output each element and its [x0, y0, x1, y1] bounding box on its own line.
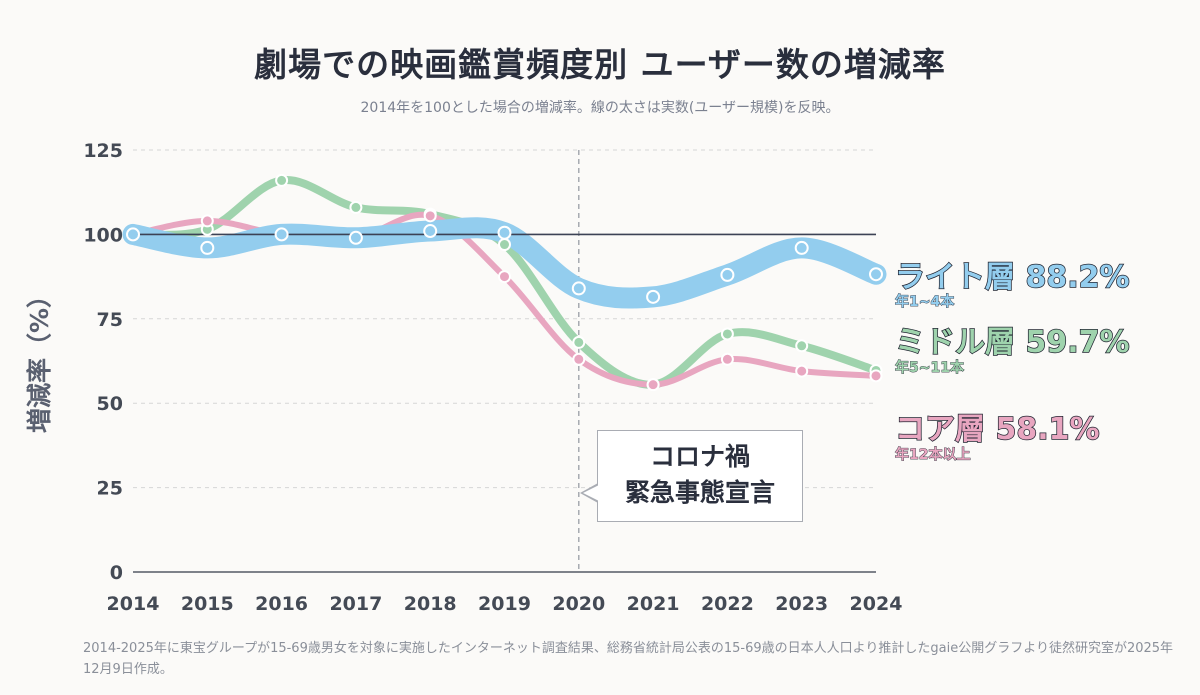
data-point-light — [720, 267, 735, 282]
label-middle-sub: 年5~11本 — [895, 360, 965, 377]
x-tick-label: 2024 — [850, 593, 903, 615]
label-light-value: 88.2% — [1025, 259, 1131, 296]
label-middle-value: 59.7% — [1025, 324, 1131, 361]
data-point-core — [646, 378, 660, 392]
data-point-middle — [349, 200, 363, 214]
data-point-middle — [795, 339, 809, 353]
data-point-middle — [572, 335, 586, 349]
y-tick-label: 25 — [97, 478, 123, 500]
data-point-light — [423, 224, 438, 239]
data-point-light — [571, 281, 586, 296]
data-point-light — [274, 227, 289, 242]
data-point-middle — [498, 238, 511, 252]
data-point-light — [126, 227, 140, 242]
label-light-name: ライト層 — [894, 259, 1016, 296]
label-light: ライト層 88.2% — [894, 252, 1131, 296]
x-tick-label: 2021 — [627, 593, 680, 615]
y-axis-label: 増減率（%） — [25, 283, 54, 433]
data-point-core — [720, 352, 734, 366]
covid-annotation: コロナ禍 緊急事態宣言 — [597, 430, 803, 522]
y-tick-label: 0 — [110, 562, 123, 584]
x-tick-label: 2022 — [701, 593, 754, 615]
annotation-line-2: 緊急事態宣言 — [624, 478, 775, 507]
data-point-core — [795, 364, 809, 378]
label-core: コア層 58.1% — [894, 404, 1101, 448]
x-tick-label: 2015 — [181, 593, 234, 615]
x-tick-label: 2019 — [478, 593, 531, 615]
data-point-middle — [275, 173, 289, 187]
data-point-core — [869, 369, 883, 383]
data-point-light — [497, 225, 512, 240]
annotation-tail-inner — [583, 485, 599, 501]
x-tick-label: 2020 — [552, 593, 605, 615]
label-middle-name: ミドル層 — [894, 324, 1016, 361]
data-point-core — [200, 214, 214, 228]
y-tick-label: 125 — [83, 140, 123, 162]
x-tick-label: 2023 — [775, 593, 828, 615]
footnote: 2014-2025年に東宝グループが15-69歳男女を対象に実施したインターネッ… — [83, 641, 1174, 677]
data-point-light — [646, 289, 661, 304]
chart-title: 劇場での映画鑑賞頻度別 ユーザー数の増減率 — [254, 45, 946, 84]
data-point-light — [348, 230, 363, 245]
data-point-light — [200, 240, 215, 255]
label-core-name: コア層 — [894, 411, 986, 448]
data-point-core — [572, 352, 586, 366]
chart-subtitle: 2014年を100とした場合の増減率。線の太さは実数(ユーザー規模)を反映。 — [360, 100, 840, 116]
label-middle: ミドル層 59.7% — [894, 317, 1131, 361]
y-tick-label: 100 — [83, 224, 123, 246]
x-tick-label: 2017 — [329, 593, 382, 615]
label-core-value: 58.1% — [995, 411, 1101, 448]
data-point-core — [423, 209, 437, 223]
x-tick-label: 2018 — [404, 593, 457, 615]
y-tick-label: 75 — [97, 309, 123, 331]
data-point-middle — [720, 327, 734, 341]
label-core-sub: 年12本以上 — [895, 447, 971, 464]
data-point-core — [498, 270, 511, 284]
data-point-light — [794, 240, 809, 255]
data-point-light — [869, 267, 883, 282]
y-tick-label: 50 — [97, 393, 123, 415]
label-light-sub: 年1~4本 — [895, 294, 955, 311]
x-tick-label: 2014 — [107, 593, 160, 615]
annotation-line-1: コロナ禍 — [649, 442, 750, 471]
x-tick-label: 2016 — [255, 593, 308, 615]
